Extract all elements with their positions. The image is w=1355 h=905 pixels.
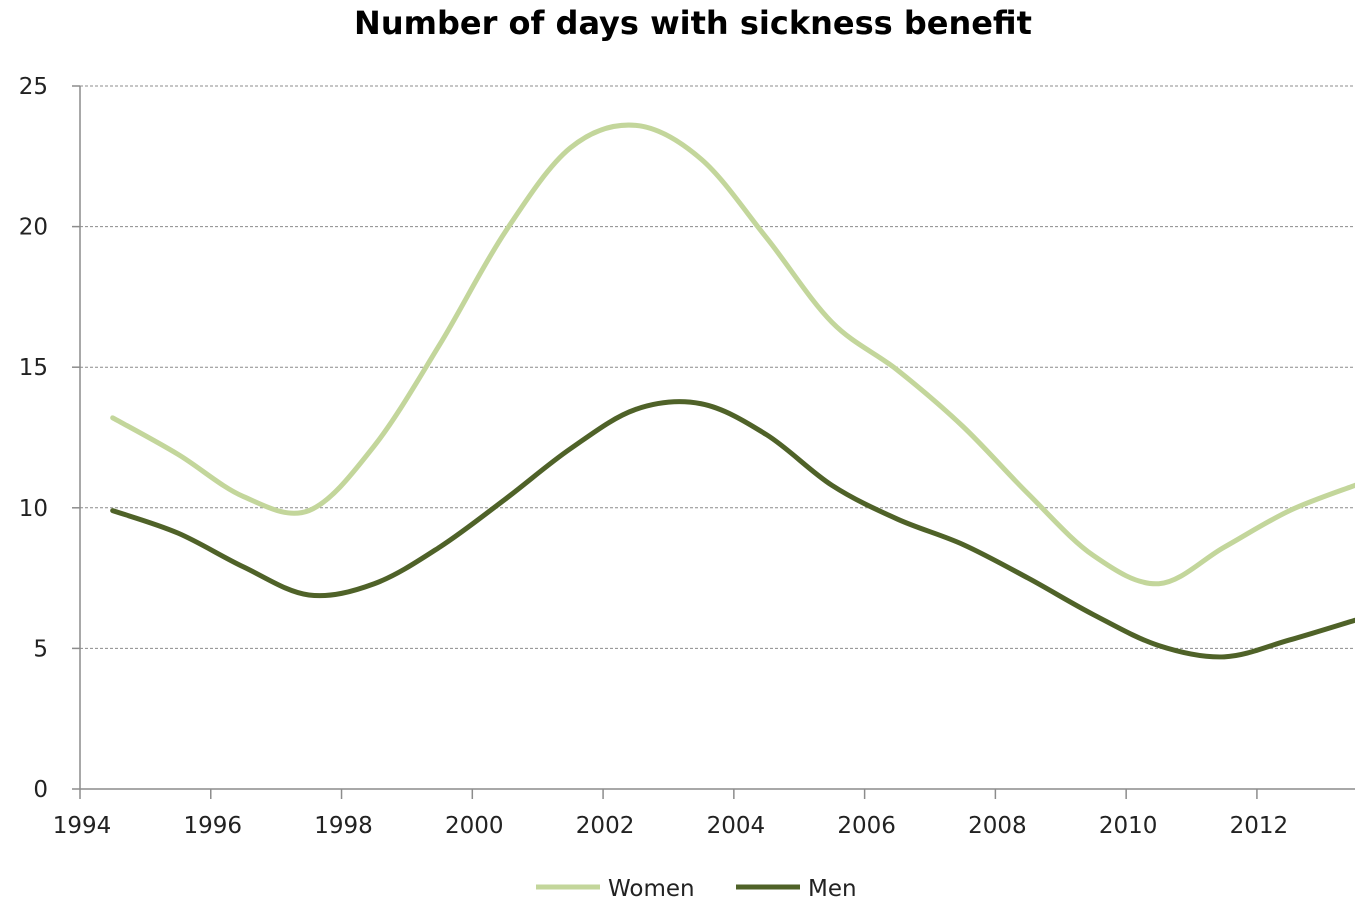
x-tick-label: 2000	[445, 813, 504, 839]
y-tick-label: 25	[19, 74, 48, 100]
axes: 0 5 10 15 20 25 1994 1996 1998 2000 2002 2004 2006 20…	[19, 74, 1355, 839]
x-tick-label: 1994	[53, 813, 112, 839]
legend-label-men: Men	[808, 876, 857, 901]
x-tick-label: 2008	[968, 813, 1027, 839]
legend: Women Men	[536, 876, 857, 902]
series-line-men	[110, 399, 1355, 660]
gridlines	[80, 85, 1355, 649]
y-tick-label: 15	[19, 355, 48, 381]
x-tick-label: 2002	[576, 813, 635, 839]
series-line-women	[110, 122, 1355, 587]
x-tick-label: 2010	[1099, 813, 1158, 839]
y-tick-label: 0	[33, 777, 48, 803]
legend-label-women: Women	[608, 876, 695, 901]
series-lines	[110, 122, 1355, 660]
x-tick-label: 1996	[183, 813, 242, 839]
y-tick-label: 5	[33, 636, 48, 662]
x-tick-label: 2006	[837, 813, 896, 839]
y-tick-label: 10	[19, 496, 48, 522]
y-tick-label: 20	[19, 215, 48, 241]
x-tick-label: 2012	[1230, 813, 1289, 839]
x-tick-label: 1998	[314, 813, 373, 839]
x-tick-label: 2004	[707, 813, 766, 839]
chart-title: Number of days with sickness benefit	[354, 4, 1032, 42]
